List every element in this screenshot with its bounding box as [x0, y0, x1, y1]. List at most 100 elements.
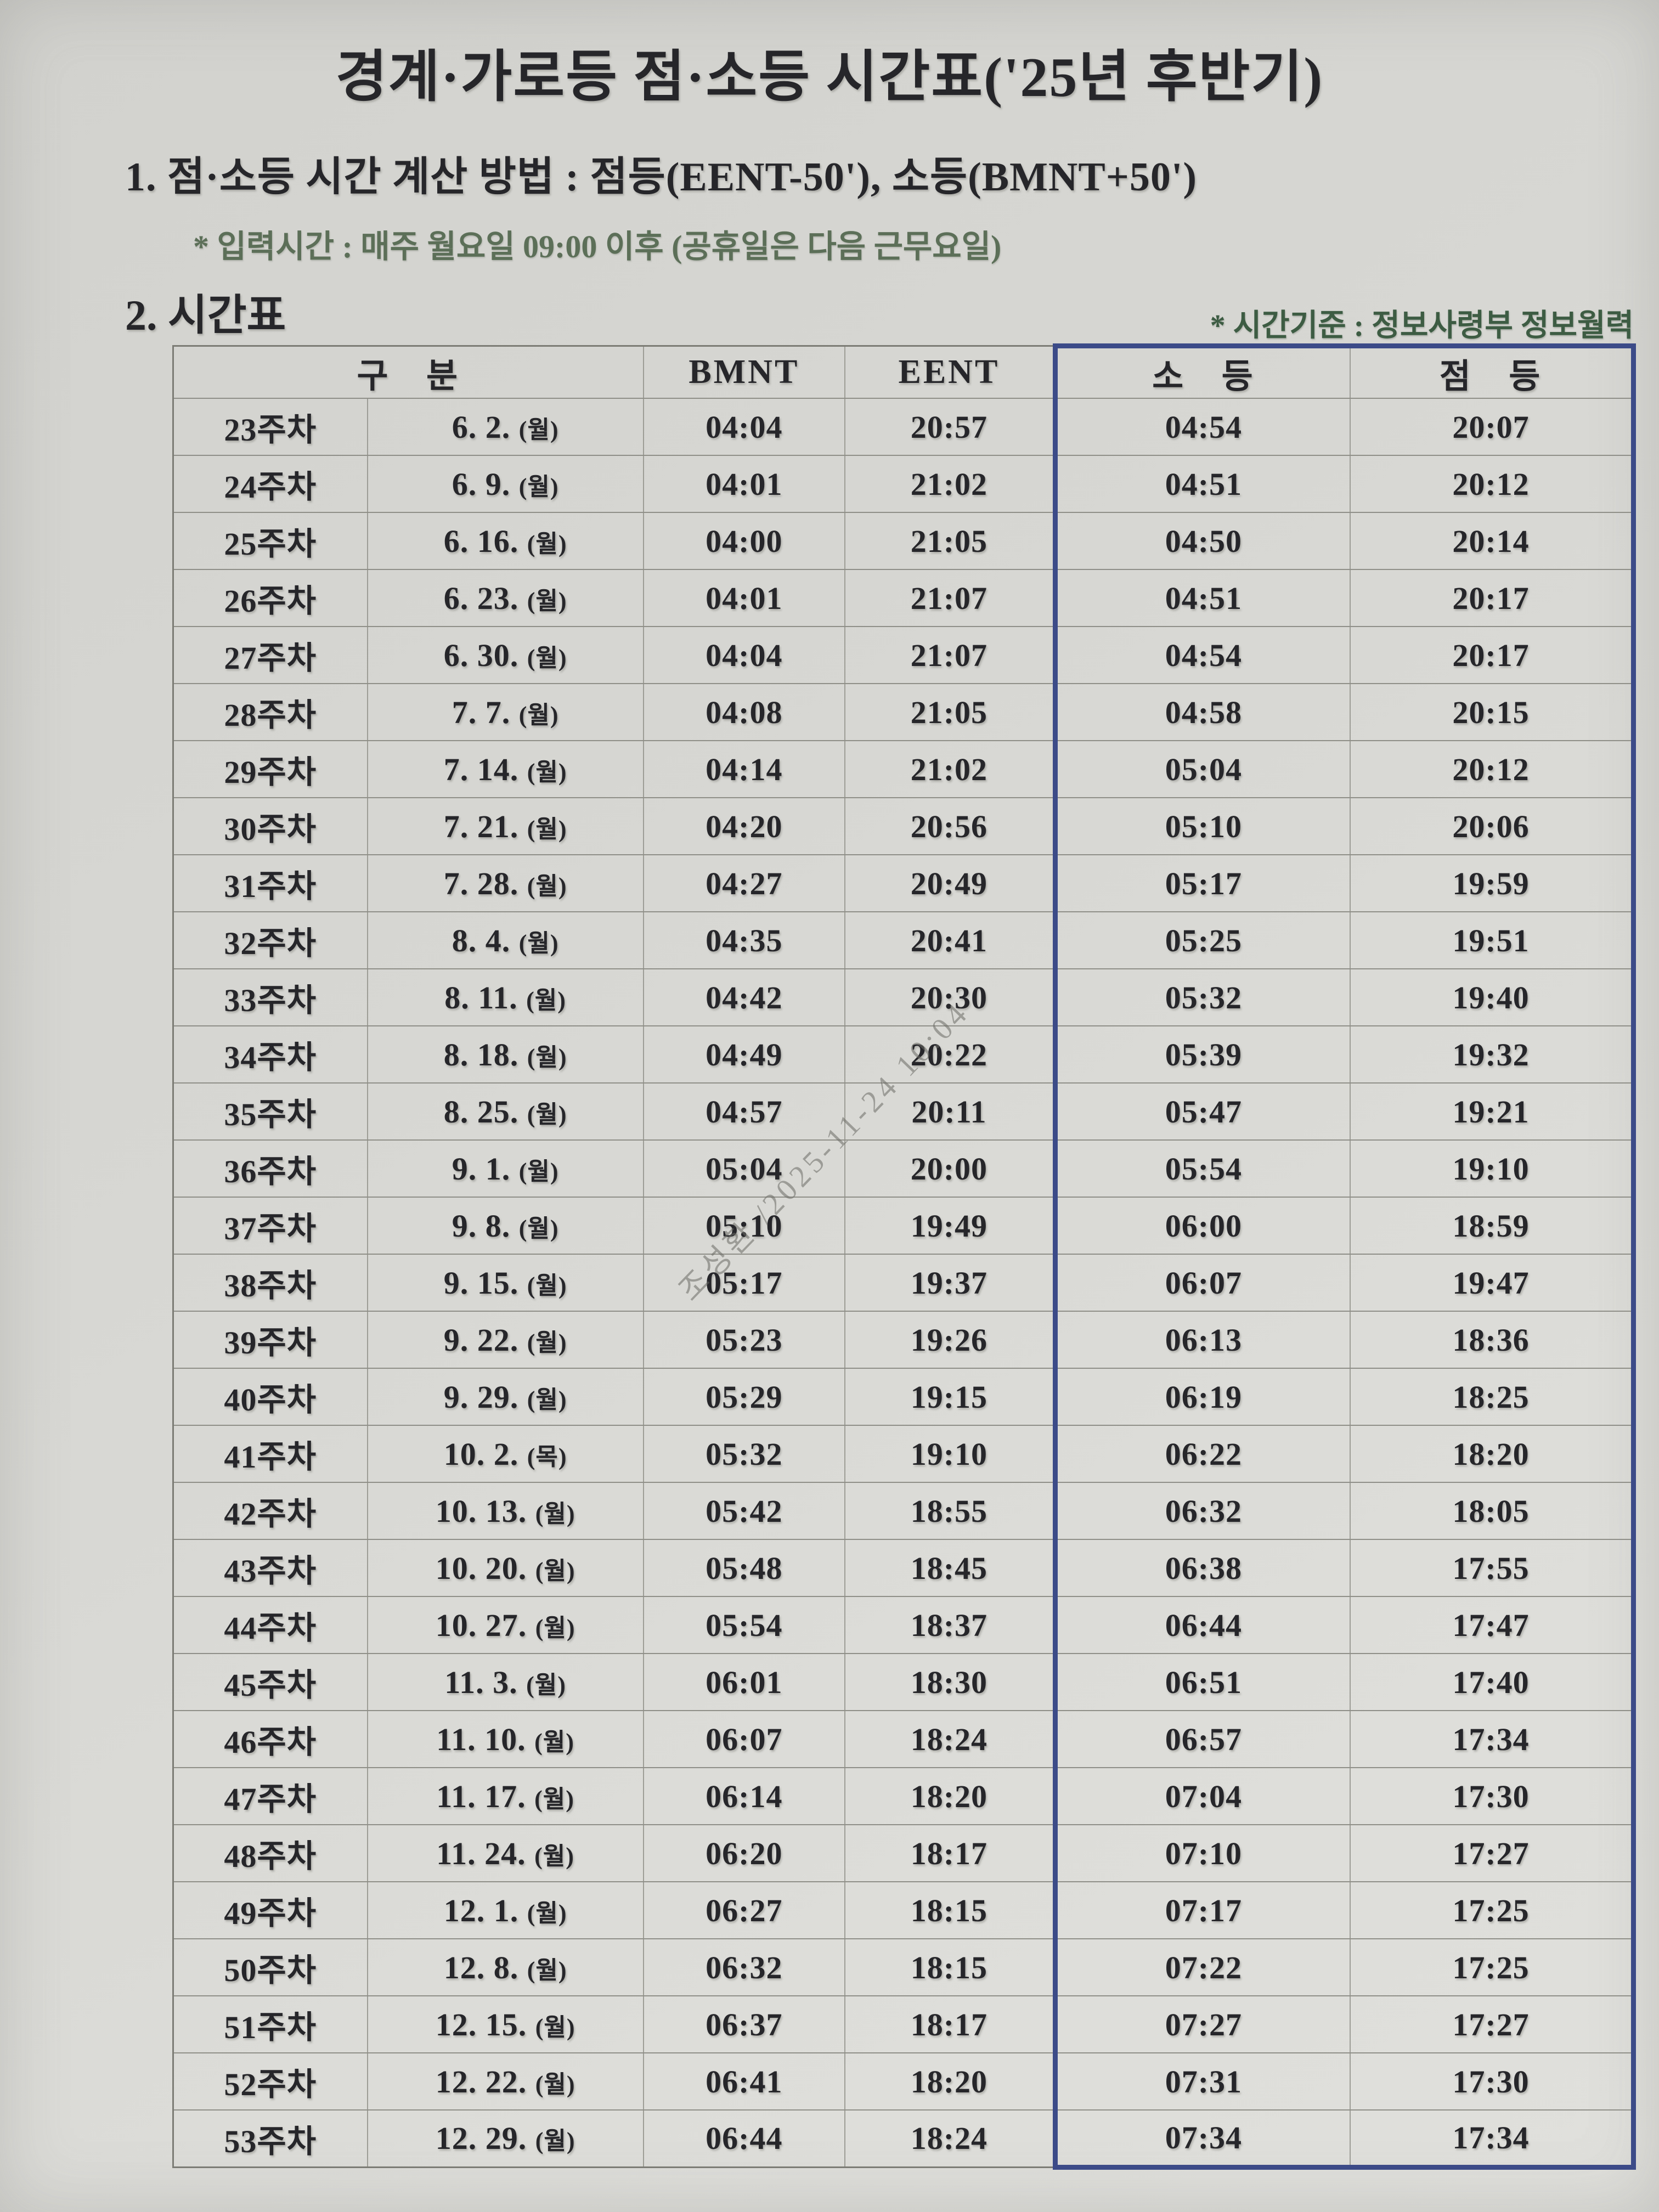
bmnt-cell: 06:14 [642, 1767, 845, 1825]
eent-cell: 20:30 [844, 968, 1056, 1026]
lights-on-cell: 17:25 [1350, 1938, 1637, 1996]
lights-off-cell: 07:27 [1052, 1995, 1351, 2053]
page-title: 경계·가로등 점·소등 시간표('25년 후반기) [335, 47, 1324, 109]
table-row: 43주차 10. 20. (월) 05:48 18:45 06:38 17:55 [172, 1539, 1637, 1597]
eent-cell: 18:55 [844, 1482, 1056, 1540]
lights-on-cell: 20:14 [1350, 512, 1637, 570]
lights-off-cell: 05:25 [1052, 911, 1351, 969]
table-row: 31주차 7. 28. (월) 04:27 20:49 05:17 19:59 [172, 854, 1637, 912]
bmnt-cell: 06:32 [642, 1938, 845, 1996]
table-row: 53주차 12. 29. (월) 06:44 18:24 07:34 17:34 [172, 2109, 1637, 2170]
lights-off-cell: 06:38 [1052, 1539, 1351, 1597]
bmnt-cell: 04:20 [642, 797, 845, 855]
date-cell: 12. 15. (월) [366, 1995, 644, 2053]
eent-cell: 18:15 [844, 1881, 1056, 1939]
week-cell: 51주차 [172, 1995, 368, 2053]
lights-off-cell: 06:32 [1052, 1482, 1351, 1540]
day-of-week: (월) [535, 2128, 575, 2155]
date-cell: 11. 24. (월) [366, 1824, 644, 1882]
date-cell: 9. 8. (월) [366, 1197, 644, 1255]
lights-on-cell: 19:21 [1350, 1082, 1637, 1141]
week-cell: 44주차 [172, 1596, 368, 1654]
bmnt-cell: 05:10 [642, 1197, 845, 1255]
lights-on-cell: 20:17 [1350, 626, 1637, 684]
bmnt-cell: 06:01 [642, 1653, 845, 1711]
date-cell: 8. 11. (월) [366, 968, 644, 1026]
date-cell: 11. 3. (월) [366, 1653, 644, 1711]
eent-cell: 20:49 [844, 854, 1056, 912]
day-of-week: (월) [518, 701, 559, 729]
lights-on-cell: 19:32 [1350, 1025, 1637, 1084]
eent-cell: 20:56 [844, 797, 1056, 855]
eent-cell: 21:05 [844, 683, 1056, 741]
day-of-week: (월) [518, 473, 559, 500]
day-of-week: (월) [527, 872, 567, 900]
date-cell: 12. 29. (월) [366, 2109, 644, 2168]
eent-cell: 19:37 [844, 1254, 1056, 1312]
lights-on-cell: 17:34 [1350, 2109, 1637, 2170]
week-cell: 32주차 [172, 911, 368, 969]
bmnt-cell: 04:14 [642, 740, 845, 798]
bmnt-cell: 05:32 [642, 1425, 845, 1483]
week-cell: 26주차 [172, 569, 368, 627]
date-cell: 6. 16. (월) [366, 512, 644, 570]
eent-cell: 21:02 [844, 740, 1056, 798]
day-of-week: (월) [527, 1043, 567, 1071]
week-cell: 47주차 [172, 1767, 368, 1825]
date-cell: 11. 17. (월) [366, 1767, 644, 1825]
table-row: 49주차 12. 1. (월) 06:27 18:15 07:17 17:25 [172, 1881, 1637, 1939]
eent-cell: 19:26 [844, 1311, 1056, 1369]
date-cell: 7. 14. (월) [366, 740, 644, 798]
timetable: 구 분 BMNT EENT 소 등 점 등 23주차 6. 2. (월) 04:04… [172, 343, 1637, 2170]
table-row: 29주차 7. 14. (월) 04:14 21:02 05:04 20:12 [172, 740, 1637, 798]
bmnt-cell: 05:48 [642, 1539, 845, 1597]
lights-off-cell: 04:51 [1052, 455, 1351, 513]
lights-on-cell: 19:47 [1350, 1254, 1637, 1312]
lights-on-cell: 18:36 [1350, 1311, 1637, 1369]
week-cell: 27주차 [172, 626, 368, 684]
lights-off-cell: 04:54 [1052, 626, 1351, 684]
day-of-week: (월) [518, 1215, 559, 1242]
day-of-week: (월) [535, 1557, 575, 1584]
day-of-week: (월) [527, 1386, 567, 1413]
eent-cell: 21:02 [844, 455, 1056, 513]
eent-cell: 19:10 [844, 1425, 1056, 1483]
lights-on-cell: 18:59 [1350, 1197, 1637, 1255]
lights-on-cell: 17:27 [1350, 1824, 1637, 1882]
bmnt-cell: 06:27 [642, 1881, 845, 1939]
lights-off-cell: 06:22 [1052, 1425, 1351, 1483]
date-cell: 12. 22. (월) [366, 2052, 644, 2111]
bmnt-cell: 06:41 [642, 2052, 845, 2111]
day-of-week: (월) [534, 1842, 574, 1870]
lights-off-cell: 06:51 [1052, 1653, 1351, 1711]
table-row: 32주차 8. 4. (월) 04:35 20:41 05:25 19:51 [172, 911, 1637, 969]
week-cell: 53주차 [172, 2109, 368, 2168]
week-cell: 25주차 [172, 512, 368, 570]
day-of-week: (월) [527, 815, 567, 843]
table-row: 52주차 12. 22. (월) 06:41 18:20 07:31 17:30 [172, 2052, 1637, 2111]
week-cell: 33주차 [172, 968, 368, 1026]
timetable-header: 구 분 BMNT EENT 소 등 점 등 [172, 343, 1637, 399]
eent-cell: 18:30 [844, 1653, 1056, 1711]
week-cell: 34주차 [172, 1025, 368, 1084]
eent-cell: 18:45 [844, 1539, 1056, 1597]
bmnt-cell: 04:01 [642, 569, 845, 627]
table-row: 27주차 6. 30. (월) 04:04 21:07 04:54 20:17 [172, 626, 1637, 684]
day-of-week: (월) [535, 2070, 575, 2098]
lights-off-cell: 07:22 [1052, 1938, 1351, 1996]
date-cell: 7. 7. (월) [366, 683, 644, 741]
lights-on-cell: 17:47 [1350, 1596, 1637, 1654]
week-cell: 48주차 [172, 1824, 368, 1882]
day-of-week: (월) [518, 416, 559, 443]
eent-cell: 21:05 [844, 512, 1056, 570]
week-cell: 39주차 [172, 1311, 368, 1369]
section-1-heading: 1. 점·소등 시간 계산 방법 : 점등(EENT-50'), 소등(BMNT… [125, 155, 1198, 200]
table-row: 28주차 7. 7. (월) 04:08 21:05 04:58 20:15 [172, 683, 1637, 741]
date-cell: 8. 4. (월) [366, 911, 644, 969]
day-of-week: (월) [518, 1158, 559, 1185]
bmnt-cell: 04:42 [642, 968, 845, 1026]
week-cell: 28주차 [172, 683, 368, 741]
lights-off-cell: 06:57 [1052, 1710, 1351, 1768]
day-of-week: (월) [526, 986, 566, 1014]
